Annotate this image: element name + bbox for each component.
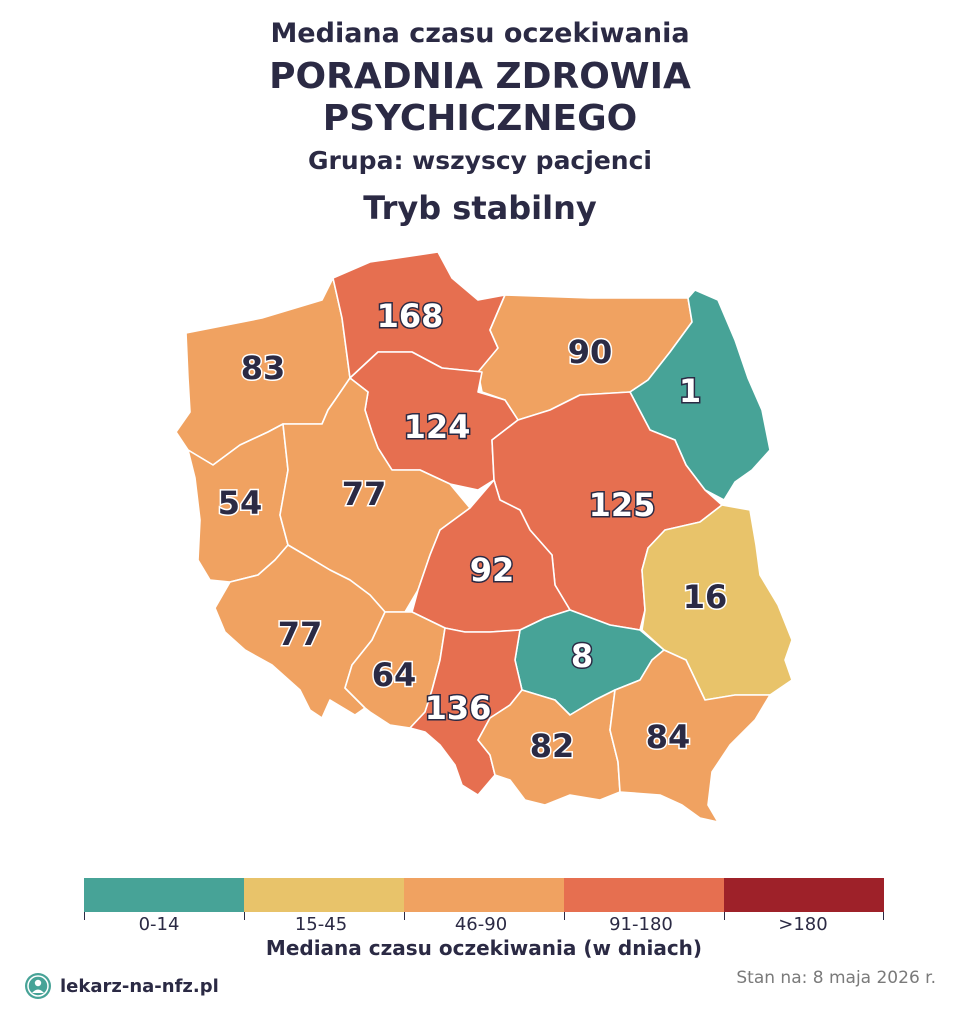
- legend-label: 91-180: [609, 914, 673, 935]
- group-label: Grupa: wszyscy pacjenci: [308, 146, 652, 175]
- region-podkarpackie[interactable]: [609, 649, 771, 823]
- value-label-zachodniopomorskie: 83: [241, 349, 286, 387]
- date-stamp: Stan na: 8 maja 2026 r.: [736, 968, 936, 988]
- stethoscope-logo-icon: [25, 973, 51, 999]
- legend-tick: [404, 912, 405, 920]
- legend-swatch-0-14: [84, 878, 244, 912]
- legend-label: 46-90: [454, 914, 508, 935]
- legend-title: Mediana czasu oczekiwania (w dniach): [265, 936, 703, 960]
- value-label-warminsko-mazurskie: 90: [568, 333, 613, 371]
- value-label-lubelskie: 16: [683, 578, 728, 616]
- poland-map: 168 90 1 83 124 54 77 125 92 16 77 64 8 136 82 84: [175, 251, 793, 823]
- value-label-kujawsko-pomorskie: 124: [404, 408, 471, 446]
- legend-tick: [244, 912, 245, 920]
- legend-swatch-over-180: [724, 878, 884, 912]
- brand[interactable]: lekarz-na-nfz.pl: [24, 972, 219, 1000]
- legend-tick: [84, 912, 85, 920]
- subtitle-line-1: PORADNIA ZDROWIA: [269, 56, 691, 97]
- chart-title: Mediana czasu oczekiwania: [270, 18, 690, 49]
- legend-swatch-91-180: [564, 878, 724, 912]
- legend-tick: [564, 912, 565, 920]
- chart-subtitle: PORADNIA ZDROWIA PSYCHICZNEGO: [0, 56, 960, 140]
- value-label-podkarpackie: 84: [646, 718, 691, 756]
- legend-ticks: [84, 912, 884, 922]
- legend-swatch-15-45: [244, 878, 404, 912]
- legend-label: 0-14: [138, 914, 180, 935]
- value-label-lodzkie: 92: [470, 551, 515, 589]
- value-label-wielkopolskie: 77: [342, 475, 387, 513]
- value-label-malopolskie: 82: [530, 727, 575, 765]
- mode-label: Tryb stabilny: [363, 189, 597, 227]
- legend-label: 15-45: [294, 914, 348, 935]
- region-malopolskie[interactable]: [477, 689, 621, 806]
- value-label-podlaskie: 1: [679, 372, 701, 410]
- legend-label: >180: [778, 914, 828, 935]
- region-podlaskie[interactable]: [629, 289, 771, 501]
- subtitle-line-2: PSYCHICZNEGO: [322, 98, 638, 139]
- value-label-mazowieckie: 125: [589, 486, 656, 524]
- value-label-pomorskie: 168: [377, 297, 444, 335]
- legend-tick: [883, 912, 884, 920]
- value-label-lubuskie: 54: [218, 484, 263, 522]
- brand-name: lekarz-na-nfz.pl: [60, 975, 219, 997]
- legend-swatch-46-90: [404, 878, 564, 912]
- color-legend: [84, 878, 884, 912]
- value-label-slaskie: 136: [425, 689, 492, 727]
- value-label-dolnoslaskie: 77: [278, 615, 323, 653]
- value-label-swietokrzyskie: 8: [571, 637, 593, 675]
- legend-tick: [724, 912, 725, 920]
- value-label-opolskie: 64: [372, 656, 417, 694]
